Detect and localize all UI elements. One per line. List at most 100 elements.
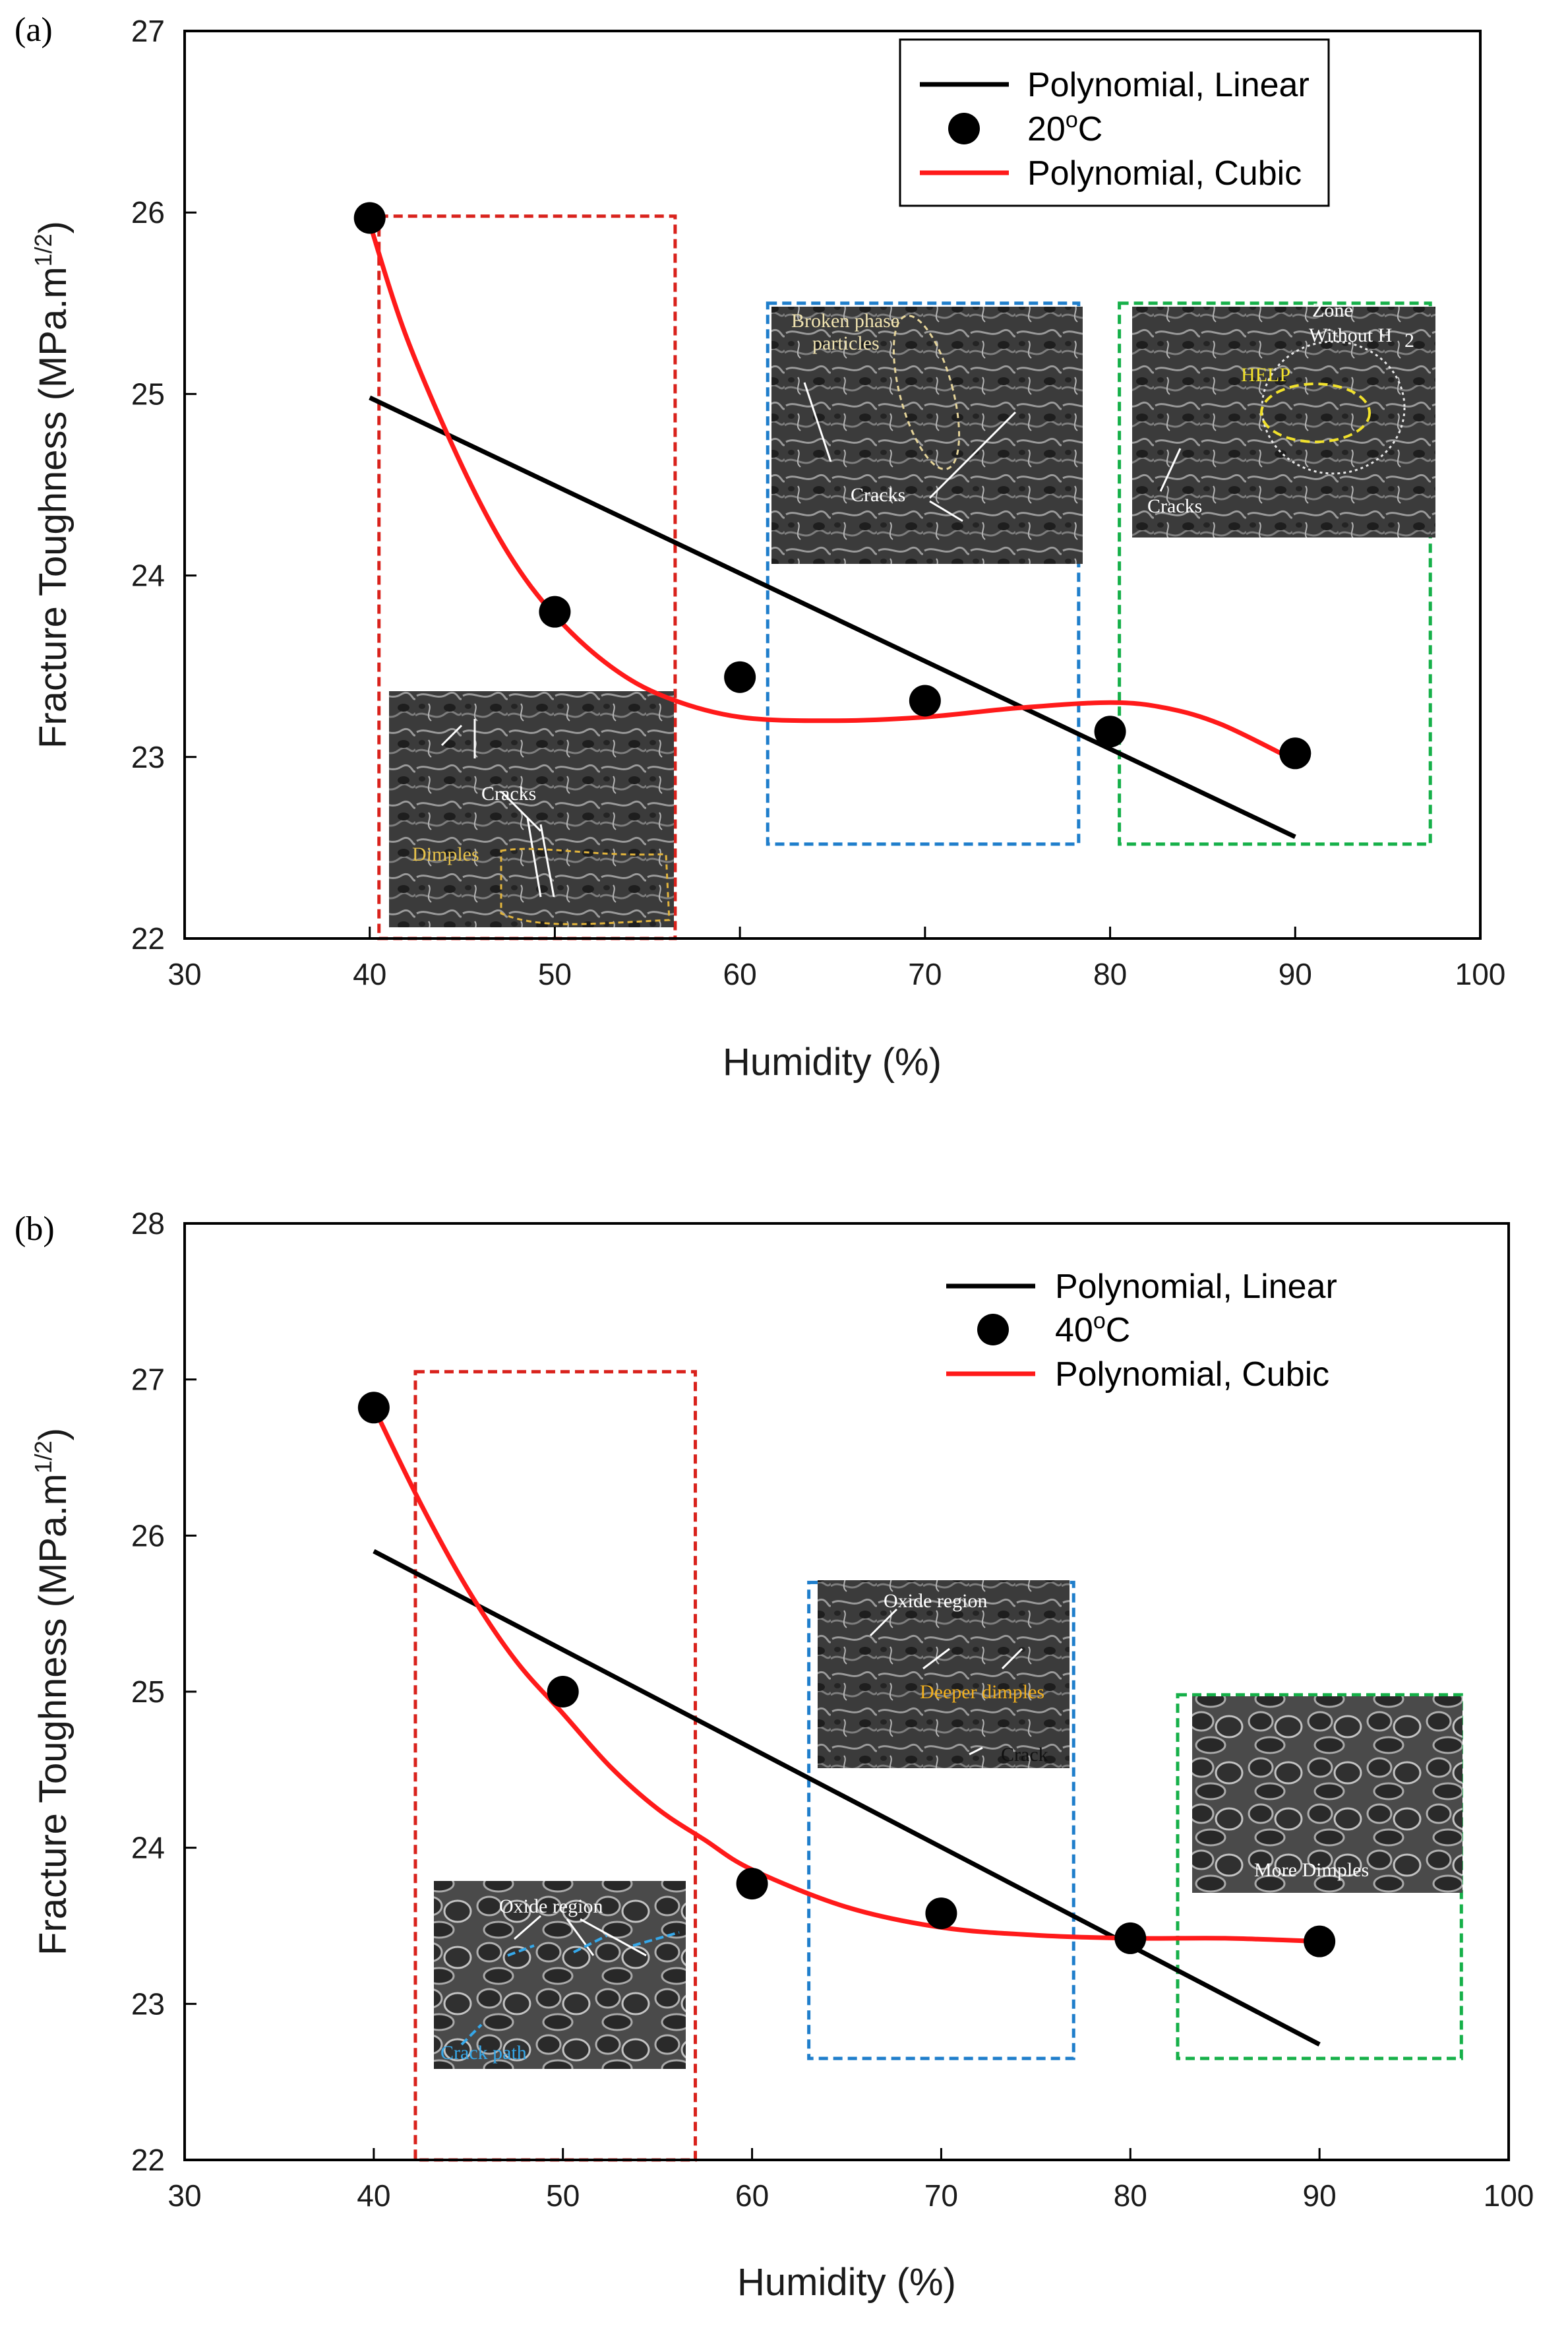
panel-a-x-axis-title: Humidity (%) xyxy=(723,1041,942,1084)
y-tick-label: 26 xyxy=(131,195,165,230)
ylabel-close: ) xyxy=(32,221,75,233)
annotation-text: Without H xyxy=(1309,324,1392,346)
panel-a-x-ticks: 30 40 50 60 70 80 90 100 xyxy=(167,927,1505,991)
y-tick-label: 25 xyxy=(131,1675,165,1709)
x-tick-label: 100 xyxy=(1484,2178,1534,2213)
annotation-text: 2 xyxy=(1404,330,1414,352)
data-point xyxy=(724,661,756,693)
y-tick-label: 25 xyxy=(131,377,165,411)
x-tick-label: 50 xyxy=(546,2178,580,2213)
legend-degree: o xyxy=(1066,108,1078,133)
x-tick-label: 90 xyxy=(1279,957,1312,991)
data-point xyxy=(539,596,571,628)
annotation-text: Cracks xyxy=(851,484,905,506)
x-tick-label: 80 xyxy=(1114,2178,1147,2213)
data-point xyxy=(547,1676,579,1707)
legend-label: 20oC xyxy=(1027,108,1102,148)
x-tick-label: 80 xyxy=(1093,957,1127,991)
x-tick-label: 60 xyxy=(735,2178,769,2213)
data-point xyxy=(909,685,941,717)
x-tick-label: 40 xyxy=(353,957,386,991)
legend-label: Polynomial, Linear xyxy=(1027,66,1310,104)
annotation-text: Cracks xyxy=(1147,495,1202,517)
panel-b-inset-red: Oxide region Crack path xyxy=(434,1881,686,2069)
data-point xyxy=(925,1897,957,1930)
panel-b-x-ticks: 30 40 50 60 70 80 90 100 xyxy=(167,2148,1534,2213)
annotation-text: Crack xyxy=(1001,1744,1048,1766)
panel-b-y-ticks: 22 23 24 25 26 27 28 xyxy=(131,1206,196,2177)
y-tick-label: 22 xyxy=(131,2143,165,2177)
data-point xyxy=(1114,1922,1147,1954)
legend-temp: 20 xyxy=(1027,110,1066,148)
cubic-fit-curve xyxy=(371,1406,1320,1944)
y-tick-label: 24 xyxy=(131,1831,165,1865)
panel-b-legend: Polynomial, Linear 40oC Polynomial, Cubi… xyxy=(933,1242,1362,1408)
panel-b-y-axis-title: Fracture Toughness (MPa.m1/2) xyxy=(30,1428,75,1955)
legend-label: Polynomial, Cubic xyxy=(1055,1355,1329,1394)
legend-label: Polynomial, Cubic xyxy=(1027,154,1302,193)
annotation-text: Dimples xyxy=(412,844,479,865)
data-point xyxy=(1304,1925,1336,1957)
legend-unit: C xyxy=(1106,1311,1131,1349)
legend-degree: o xyxy=(1093,1308,1106,1334)
annotation-text: Oxide region xyxy=(499,1895,603,1917)
ylabel-main: Fracture Toughness (MPa.m xyxy=(32,1473,75,1955)
panel-a-inset-green: Zone Without H 2 HELP Cracks xyxy=(1132,299,1435,538)
region-box xyxy=(1118,301,1432,846)
legend-temp: 40 xyxy=(1055,1311,1093,1349)
ylabel-close: ) xyxy=(32,1428,75,1440)
y-tick-label: 23 xyxy=(131,740,165,774)
data-point xyxy=(736,1868,768,1900)
panel-a: (a) Cracks Dimples Broken phase particle… xyxy=(15,11,1505,1084)
annotation-text: More Dimples xyxy=(1254,1859,1369,1881)
ylabel-main: Fracture Toughness (MPa.m xyxy=(32,266,75,749)
legend-label: Polynomial, Linear xyxy=(1055,1268,1337,1306)
annotation-text: Deeper dimples xyxy=(920,1681,1044,1703)
y-tick-label: 28 xyxy=(131,1206,165,1241)
panel-b-label: (b) xyxy=(15,1210,55,1248)
x-tick-label: 30 xyxy=(167,957,201,991)
panel-b-inset-green: More Dimples xyxy=(1192,1696,1462,1893)
panel-a-inset-red: Cracks Dimples xyxy=(389,691,674,927)
annotation-text: particles xyxy=(812,332,880,354)
data-point xyxy=(1279,737,1312,770)
data-point xyxy=(1094,716,1126,748)
panel-b-inset-blue: Oxide region Deeper dimples Crack xyxy=(818,1580,1070,1768)
annotation-text: HELP xyxy=(1241,364,1290,386)
cubic-fit-curve xyxy=(367,222,1296,763)
y-tick-label: 27 xyxy=(131,1363,165,1397)
x-tick-label: 50 xyxy=(538,957,572,991)
panel-a-label: (a) xyxy=(15,11,53,49)
annotation-text: Oxide region xyxy=(884,1590,987,1612)
y-tick-label: 27 xyxy=(131,14,165,48)
data-point xyxy=(357,1392,390,1424)
panel-b: (b) Oxide region Crack path Oxide region… xyxy=(15,1206,1534,2304)
panel-a-y-axis-title: Fracture Toughness (MPa.m1/2) xyxy=(30,221,75,749)
y-tick-label: 24 xyxy=(131,559,165,593)
region-box xyxy=(766,301,1081,846)
x-tick-label: 90 xyxy=(1303,2178,1337,2213)
legend-marker xyxy=(977,1314,1009,1345)
y-tick-label: 22 xyxy=(131,921,165,956)
panel-a-inset-blue: Broken phase particles Cracks xyxy=(771,307,1083,564)
annotation-text: Cracks xyxy=(481,783,536,805)
panel-a-data xyxy=(353,202,1312,840)
legend-unit: C xyxy=(1078,110,1103,148)
data-point xyxy=(353,202,386,234)
y-tick-label: 23 xyxy=(131,1986,165,2021)
panel-a-y-ticks: 22 23 24 25 26 27 xyxy=(131,14,196,956)
x-tick-label: 40 xyxy=(357,2178,390,2213)
x-tick-label: 100 xyxy=(1455,957,1506,991)
panel-a-legend: Polynomial, Linear 20oC Polynomial, Cubi… xyxy=(899,38,1330,207)
linear-fit-line xyxy=(369,395,1296,840)
y-tick-label: 26 xyxy=(131,1518,165,1553)
panel-b-data xyxy=(357,1392,1336,2046)
linear-fit-line xyxy=(373,1549,1321,2046)
x-tick-label: 70 xyxy=(908,957,942,991)
legend-label: 40oC xyxy=(1055,1308,1130,1349)
annotation-text: Zone xyxy=(1312,299,1353,321)
x-tick-label: 70 xyxy=(924,2178,958,2213)
x-tick-label: 30 xyxy=(167,2178,201,2213)
panel-a-plot-frame xyxy=(183,30,1482,940)
